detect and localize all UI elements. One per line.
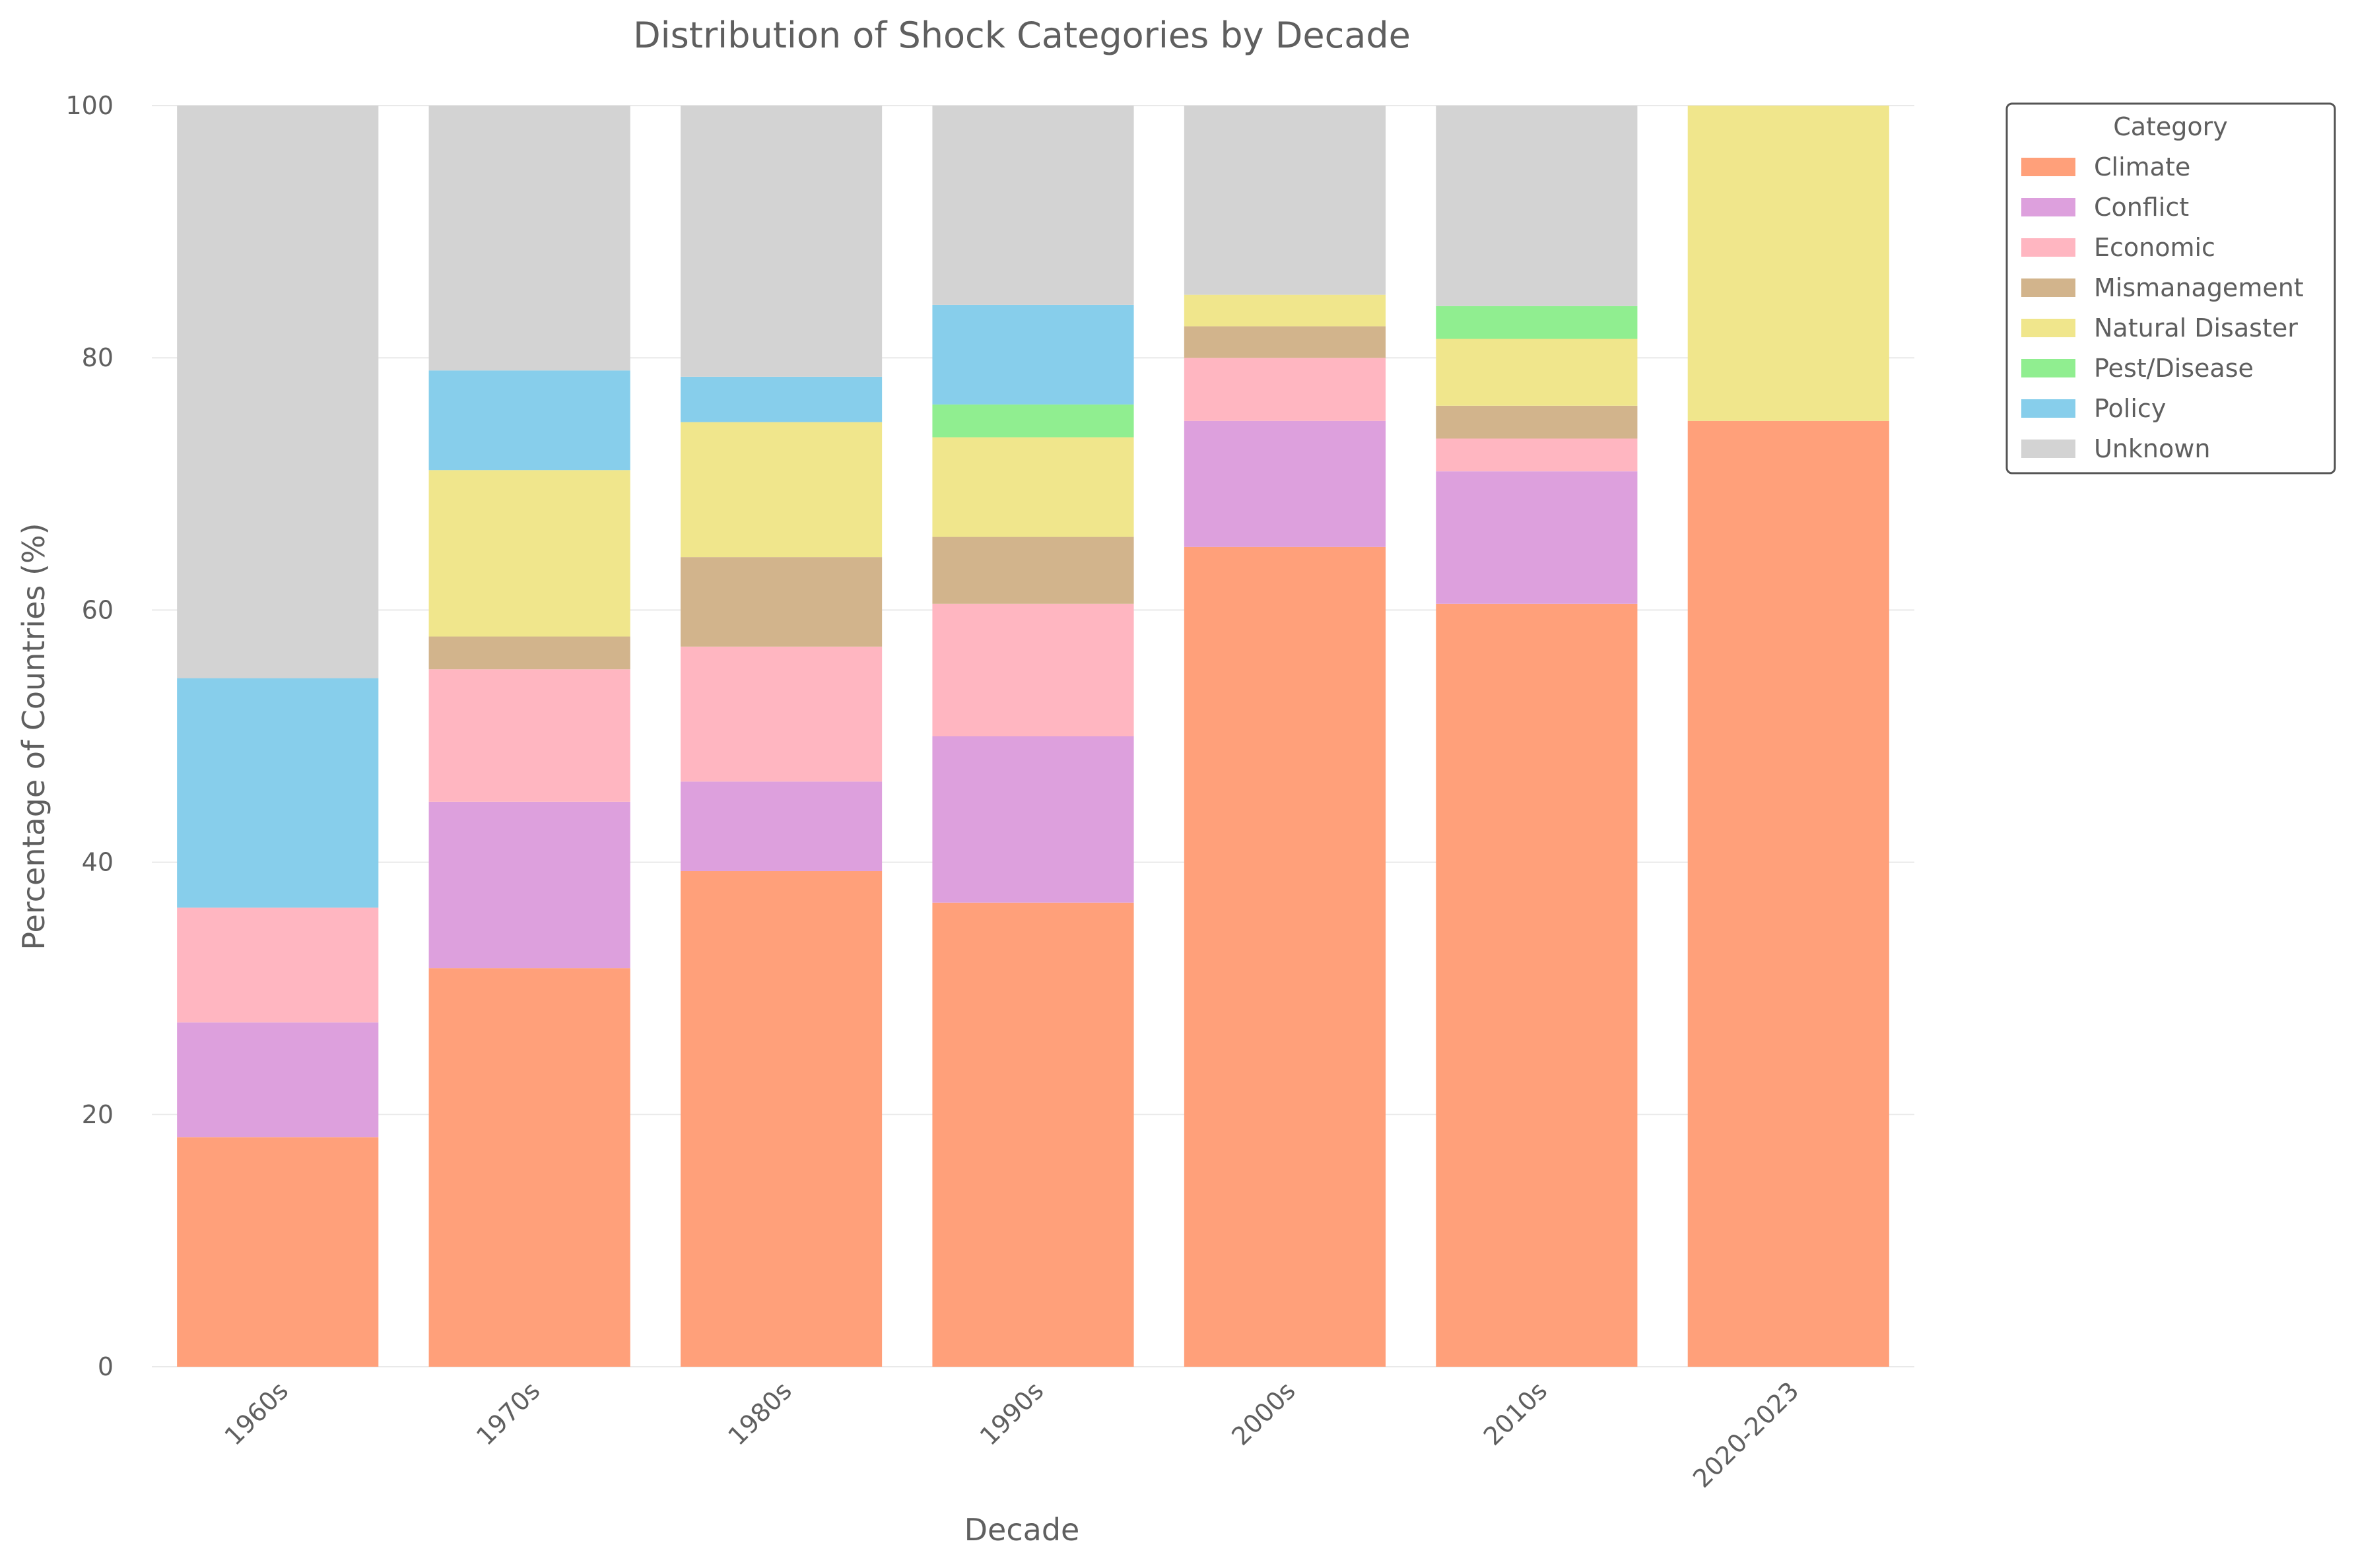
y-axis-ticks: 0 20 40 60 80 100 xyxy=(65,91,114,1381)
bar-segment-3-6 xyxy=(932,304,1134,405)
bar-segment-4-3 xyxy=(1184,326,1386,358)
y-tick-label: 100 xyxy=(65,91,114,120)
legend-label-6: Policy xyxy=(2094,394,2166,423)
bar-segment-0-2 xyxy=(177,907,379,1023)
chart-title: Distribution of Shock Categories by Deca… xyxy=(633,15,1411,56)
bars xyxy=(177,106,1889,1367)
bar-segment-2-1 xyxy=(681,781,883,871)
y-tick-label: 0 xyxy=(98,1352,114,1381)
legend-swatch-5 xyxy=(2021,359,2075,377)
bar-segment-5-1 xyxy=(1436,471,1638,604)
y-tick-label: 60 xyxy=(82,595,114,624)
bar-segment-2-4 xyxy=(681,422,883,558)
bar-segment-4-7 xyxy=(1184,106,1386,295)
bar-segment-2-2 xyxy=(681,646,883,782)
bar-segment-0-1 xyxy=(177,1022,379,1138)
bar-segment-1-2 xyxy=(428,669,630,802)
legend-label-5: Pest/Disease xyxy=(2094,354,2254,383)
x-tick-label: 1970s xyxy=(471,1376,546,1451)
legend-swatch-7 xyxy=(2021,440,2075,458)
bar-segment-2-0 xyxy=(681,870,883,1367)
bar-segment-2-7 xyxy=(681,106,883,377)
legend-label-0: Climate xyxy=(2094,152,2190,181)
bar-segment-5-0 xyxy=(1436,603,1638,1367)
x-tick-label: 2010s xyxy=(1478,1376,1553,1451)
x-tick-label: 1980s xyxy=(722,1376,797,1451)
x-tick-label: 1960s xyxy=(219,1376,294,1451)
legend-swatch-4 xyxy=(2021,319,2075,337)
x-tick-label: 1990s xyxy=(974,1376,1050,1451)
bar-segment-3-2 xyxy=(932,603,1134,736)
bar-segment-1-6 xyxy=(428,370,630,471)
bar-segment-3-4 xyxy=(932,437,1134,537)
y-tick-label: 80 xyxy=(82,343,114,372)
bar-segment-5-4 xyxy=(1436,339,1638,406)
bar-segment-3-3 xyxy=(932,537,1134,604)
legend-title: Category xyxy=(2113,112,2228,141)
bar-segment-5-5 xyxy=(1436,306,1638,339)
x-axis-ticks: 1960s 1970s 1980s 1990s 2000s 2010s 2020-2023 xyxy=(219,1376,1805,1493)
bar-segment-4-2 xyxy=(1184,358,1386,421)
bar-segment-0-0 xyxy=(177,1137,379,1367)
x-tick-label: 2020-2023 xyxy=(1687,1376,1805,1493)
bar-segment-6-0 xyxy=(1687,420,1889,1367)
bar-segment-1-4 xyxy=(428,470,630,637)
legend-label-3: Mismanagement xyxy=(2094,273,2304,302)
legend-label-7: Unknown xyxy=(2094,434,2210,463)
bar-segment-3-5 xyxy=(932,404,1134,438)
y-tick-label: 20 xyxy=(82,1100,114,1129)
bar-segment-0-7 xyxy=(177,106,379,678)
legend-swatch-1 xyxy=(2021,198,2075,216)
bar-segment-3-7 xyxy=(932,106,1134,305)
bar-segment-5-7 xyxy=(1436,106,1638,306)
legend-swatch-2 xyxy=(2021,238,2075,257)
y-axis-label: Percentage of Countries (%) xyxy=(16,523,51,950)
bar-segment-2-6 xyxy=(681,376,883,422)
bar-segment-5-3 xyxy=(1436,405,1638,439)
bar-segment-4-1 xyxy=(1184,420,1386,547)
legend-label-1: Conflict xyxy=(2094,193,2189,222)
legend: Category Climate Conflict Economic Mismanag… xyxy=(2005,102,2336,474)
bar-segment-4-4 xyxy=(1184,294,1386,327)
x-tick-label: 2000s xyxy=(1226,1376,1301,1451)
y-tick-label: 40 xyxy=(82,848,114,877)
legend-label-4: Natural Disaster xyxy=(2094,313,2298,343)
bar-segment-3-0 xyxy=(932,902,1134,1367)
x-axis-label: Decade xyxy=(964,1512,1080,1548)
bar-segment-0-6 xyxy=(177,678,379,908)
bar-segment-5-2 xyxy=(1436,438,1638,472)
bar-segment-3-1 xyxy=(932,736,1134,903)
bar-segment-1-0 xyxy=(428,968,630,1367)
bar-segment-6-4 xyxy=(1687,106,1889,421)
bar-segment-2-3 xyxy=(681,557,883,647)
legend-swatch-3 xyxy=(2021,278,2075,297)
legend-swatch-6 xyxy=(2021,399,2075,418)
legend-swatch-0 xyxy=(2021,158,2075,176)
bar-segment-1-3 xyxy=(428,636,630,670)
bar-segment-1-7 xyxy=(428,106,630,371)
bar-segment-1-1 xyxy=(428,801,630,969)
legend-box xyxy=(2005,102,2336,474)
legend-label-2: Economic xyxy=(2094,233,2215,262)
legend-items: Climate Conflict Economic Mismanagement Natu… xyxy=(2021,152,2304,463)
bar-segment-4-0 xyxy=(1184,546,1386,1367)
